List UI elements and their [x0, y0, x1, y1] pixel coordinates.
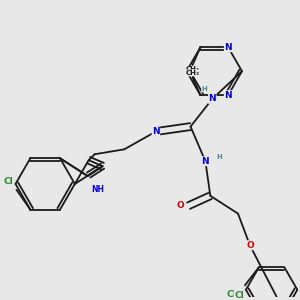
Text: N: N: [202, 157, 209, 166]
Text: H: H: [202, 86, 207, 92]
Text: NH: NH: [91, 185, 104, 194]
Text: Cl: Cl: [4, 177, 14, 186]
Text: N: N: [208, 94, 216, 103]
Text: Cl: Cl: [234, 291, 244, 300]
Text: N: N: [224, 91, 232, 100]
Text: Cl: Cl: [226, 290, 236, 299]
Text: N: N: [152, 127, 160, 136]
Text: N: N: [224, 43, 232, 52]
Text: CH₃: CH₃: [185, 70, 200, 76]
Text: O: O: [246, 241, 254, 250]
Text: H: H: [216, 154, 222, 160]
Text: O: O: [177, 201, 184, 210]
Text: CH₃: CH₃: [185, 67, 200, 73]
